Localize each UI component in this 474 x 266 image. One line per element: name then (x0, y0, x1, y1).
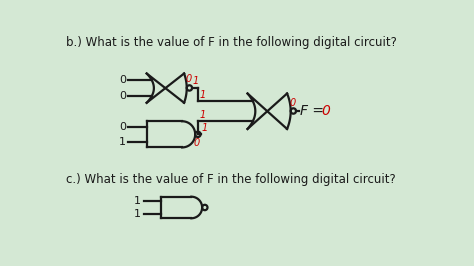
Text: 1: 1 (134, 209, 141, 218)
Text: b.) What is the value of F in the following digital circuit?: b.) What is the value of F in the follow… (66, 36, 397, 49)
Text: 1: 1 (134, 197, 141, 206)
Text: 0: 0 (119, 122, 126, 132)
Text: c.) What is the value of F in the following digital circuit?: c.) What is the value of F in the follow… (66, 173, 396, 186)
Text: 1: 1 (193, 76, 199, 86)
Text: 0: 0 (119, 75, 126, 85)
Text: 1: 1 (199, 90, 205, 100)
Text: 1: 1 (201, 123, 208, 133)
Text: 1: 1 (119, 137, 126, 147)
Text: 0: 0 (185, 74, 192, 85)
Text: 1: 1 (199, 110, 205, 120)
Text: 0: 0 (290, 98, 296, 107)
Text: F =: F = (300, 104, 328, 118)
Text: 0: 0 (321, 104, 330, 118)
Text: 0: 0 (194, 138, 200, 148)
Text: 0: 0 (119, 91, 126, 101)
